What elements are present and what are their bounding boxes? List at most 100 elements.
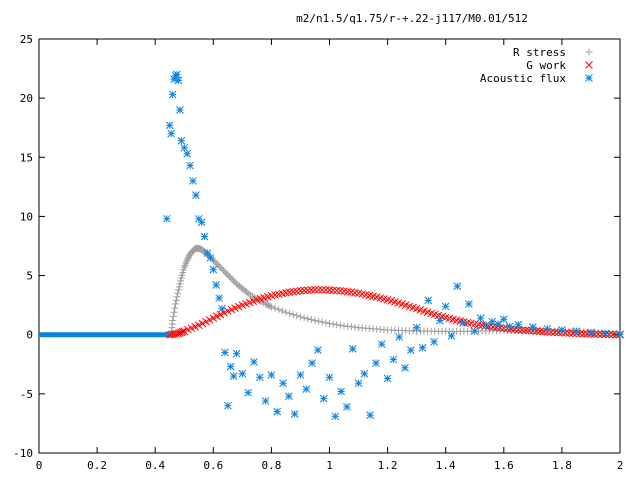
legend-label: Acoustic flux (480, 72, 566, 85)
g-work-point (178, 327, 187, 336)
y-tick-label: -5 (20, 388, 33, 401)
r-stress-point (266, 302, 274, 310)
acoustic-flux-point (229, 372, 238, 380)
r-stress-point (267, 303, 275, 311)
acoustic-flux-point (244, 388, 253, 397)
r-stress-point (222, 270, 230, 278)
r-stress-point (224, 271, 232, 279)
series-acoustic-flux (162, 70, 624, 421)
acoustic-flux-point (372, 359, 380, 367)
g-work-point (528, 327, 537, 335)
r-stress-point (293, 312, 301, 320)
acoustic-flux-point (325, 373, 334, 382)
r-stress-point (307, 316, 315, 324)
g-work-point (608, 330, 617, 339)
acoustic-flux-point (238, 369, 247, 378)
x-tick-label: 0.6 (203, 459, 223, 472)
chart-title: m2/n1.5/q1.75/r-+.22-j117/M0.01/512 (296, 12, 528, 25)
r-stress-point (182, 260, 190, 268)
g-work-point (314, 285, 323, 294)
x-tick-label: 1 (326, 459, 333, 472)
g-work-point (325, 286, 334, 294)
g-work-point (539, 327, 548, 336)
g-work-point (300, 286, 308, 295)
acoustic-flux-point (273, 407, 282, 416)
acoustic-flux-point (572, 327, 581, 336)
r-stress-point (264, 301, 272, 309)
acoustic-flux-point (314, 346, 322, 354)
r-stress-point (174, 286, 182, 294)
x-tick-label: 1.4 (436, 459, 456, 472)
r-stress-point (218, 265, 226, 273)
acoustic-flux-point (514, 320, 523, 329)
acoustic-flux-point (192, 191, 200, 199)
acoustic-flux-point (284, 392, 293, 401)
r-stress-point (336, 321, 344, 329)
r-stress-point (275, 306, 283, 314)
g-work-point (198, 319, 207, 328)
r-stress-point (177, 277, 185, 285)
r-stress-point (311, 317, 319, 325)
x-tick-label: 0.8 (261, 459, 281, 472)
acoustic-flux-point (499, 315, 508, 324)
r-stress-point (173, 293, 181, 301)
x-tick-label: 1.2 (378, 459, 398, 472)
r-stress-point (182, 258, 190, 266)
r-stress-point (243, 288, 251, 296)
r-stress-point (326, 319, 333, 327)
acoustic-flux-point (232, 349, 241, 358)
r-stress-point (262, 300, 270, 308)
g-work-point (579, 329, 588, 338)
acoustic-flux-point (447, 332, 456, 340)
series-group (39, 70, 624, 421)
acoustic-flux-point (453, 282, 462, 291)
g-work-point (296, 286, 305, 295)
r-stress-point (176, 280, 184, 288)
r-stress-point (212, 259, 220, 267)
g-work-point (303, 286, 312, 295)
acoustic-flux-point (319, 394, 328, 403)
acoustic-flux-point (255, 373, 264, 382)
g-work-point (209, 314, 218, 323)
g-work-point (565, 329, 574, 337)
r-stress-point (227, 274, 235, 282)
r-stress-point (228, 275, 236, 283)
g-work-point (594, 330, 603, 339)
legend-marker (585, 61, 593, 69)
acoustic-flux-point (186, 161, 194, 170)
acoustic-flux-point (197, 218, 206, 227)
acoustic-flux-point (348, 345, 357, 353)
y-tick-label: 20 (20, 92, 33, 105)
r-stress-point (333, 321, 341, 329)
acoustic-flux-point (505, 322, 514, 331)
acoustic-flux-point (162, 214, 171, 223)
acoustic-flux-point (436, 316, 444, 325)
acoustic-flux-point (337, 387, 345, 396)
acoustic-flux-point (215, 294, 223, 302)
g-work-point (336, 287, 345, 295)
g-work-point (202, 317, 210, 326)
r-stress-point (174, 289, 182, 297)
x-tick-label: 0.4 (145, 459, 165, 472)
r-stress-point (169, 312, 177, 320)
g-work-point (561, 329, 570, 337)
acoustic-flux-point (290, 410, 299, 418)
acoustic-flux-point (200, 232, 209, 241)
acoustic-flux-point (279, 379, 287, 388)
g-work-point (590, 330, 599, 338)
acoustic-flux-point (459, 319, 467, 327)
y-tick-label: 25 (20, 33, 33, 46)
r-stress-point (304, 315, 312, 323)
acoustic-flux-point (261, 397, 270, 405)
g-work-point (332, 286, 341, 295)
r-stress-point (169, 317, 177, 325)
g-work-point (311, 285, 319, 294)
acoustic-flux-point (296, 371, 305, 379)
acoustic-flux-point (494, 320, 502, 328)
r-stress-point (322, 319, 330, 327)
acoustic-flux-point (226, 362, 235, 371)
y-tick-label: -10 (13, 447, 33, 460)
acoustic-flux-point (406, 346, 415, 354)
